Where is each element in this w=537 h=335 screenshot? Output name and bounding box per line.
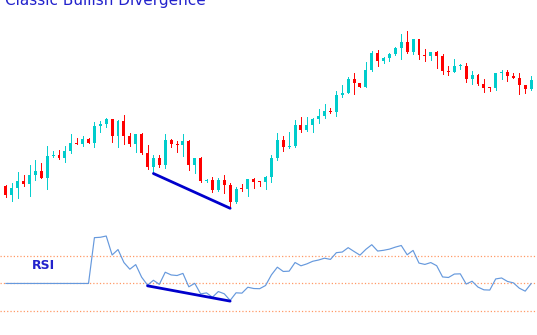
Bar [347, 79, 350, 93]
Bar [512, 76, 515, 78]
Bar [400, 42, 403, 48]
Bar [57, 155, 61, 158]
Bar [441, 56, 444, 71]
Bar [187, 141, 190, 165]
Bar [500, 72, 503, 73]
Bar [223, 180, 226, 185]
Bar [158, 157, 161, 165]
Bar [506, 72, 509, 76]
Bar [529, 80, 533, 89]
Bar [429, 52, 432, 57]
Bar [93, 126, 96, 143]
Bar [176, 144, 178, 145]
Bar [205, 180, 208, 182]
Bar [371, 53, 373, 70]
Text: Classic Bullish Divergence: Classic Bullish Divergence [5, 0, 206, 8]
Bar [229, 185, 231, 202]
Bar [388, 54, 391, 58]
Bar [182, 141, 184, 145]
Bar [365, 70, 367, 87]
Bar [111, 119, 114, 136]
Bar [164, 140, 166, 165]
Bar [411, 40, 415, 52]
Bar [270, 157, 273, 177]
Bar [288, 146, 291, 147]
Bar [453, 66, 456, 72]
Bar [382, 58, 385, 61]
Bar [63, 151, 67, 158]
Bar [134, 134, 137, 144]
Bar [28, 175, 31, 185]
Bar [246, 179, 249, 189]
Bar [241, 188, 243, 189]
Bar [235, 189, 237, 202]
Bar [99, 124, 102, 126]
Bar [46, 156, 49, 178]
Bar [518, 78, 521, 85]
Bar [105, 119, 108, 124]
Bar [128, 136, 132, 144]
Bar [482, 84, 485, 88]
Bar [217, 180, 220, 190]
Bar [311, 119, 314, 125]
Bar [276, 140, 279, 157]
Bar [75, 142, 78, 143]
Bar [10, 188, 13, 195]
Bar [447, 71, 450, 72]
Bar [470, 75, 474, 79]
Bar [417, 40, 420, 55]
Bar [81, 139, 84, 143]
Bar [40, 171, 43, 178]
Bar [258, 181, 261, 182]
Bar [170, 140, 172, 144]
Bar [476, 75, 480, 84]
Bar [306, 125, 308, 130]
Bar [22, 181, 25, 185]
Bar [435, 52, 438, 56]
Bar [323, 111, 326, 116]
Bar [294, 125, 296, 146]
Bar [376, 53, 379, 61]
Bar [69, 143, 72, 151]
Bar [335, 94, 338, 112]
Bar [34, 171, 37, 175]
Bar [300, 125, 302, 130]
Bar [146, 153, 149, 166]
Bar [465, 66, 468, 79]
Bar [329, 111, 332, 112]
Bar [405, 42, 409, 52]
Bar [359, 83, 361, 87]
Bar [264, 177, 267, 182]
Bar [193, 158, 196, 165]
Bar [87, 139, 90, 143]
Bar [341, 93, 344, 94]
Text: RSI: RSI [32, 259, 55, 272]
Bar [524, 85, 527, 89]
Bar [199, 158, 202, 182]
Bar [282, 140, 285, 147]
Bar [152, 157, 155, 166]
Bar [488, 87, 491, 88]
Bar [140, 134, 143, 153]
Bar [52, 155, 55, 156]
Bar [211, 180, 214, 190]
Bar [16, 181, 19, 188]
Bar [494, 73, 497, 88]
Bar [317, 116, 320, 119]
Bar [353, 79, 355, 83]
Bar [4, 186, 8, 195]
Bar [394, 48, 397, 54]
Bar [459, 65, 462, 66]
Bar [423, 55, 426, 57]
Bar [117, 121, 120, 136]
Bar [252, 179, 255, 182]
Bar [122, 121, 126, 136]
